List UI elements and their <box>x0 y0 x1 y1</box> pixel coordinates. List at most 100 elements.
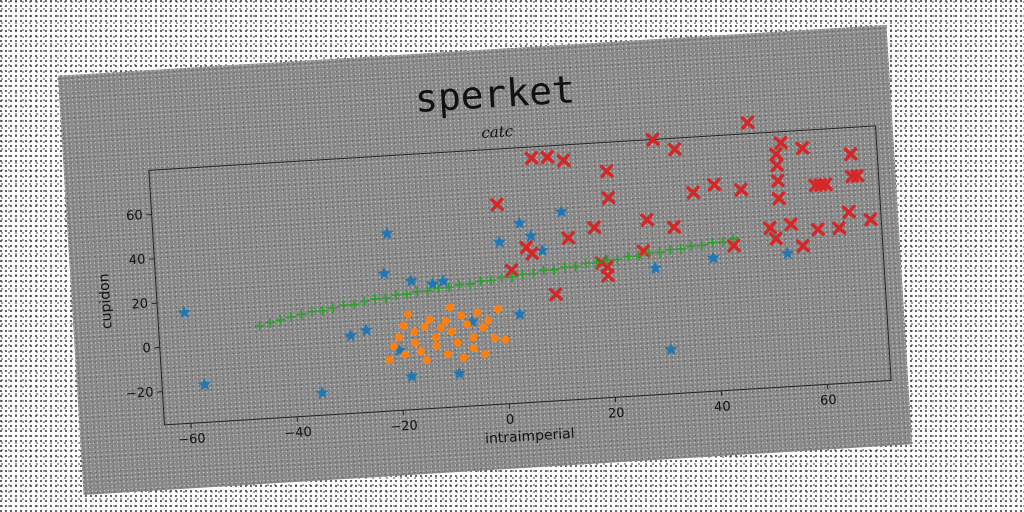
plus-point <box>254 320 265 331</box>
plus-point <box>696 240 707 251</box>
plus-point <box>264 317 276 328</box>
plus-point <box>317 305 328 316</box>
circle-point <box>459 353 468 362</box>
circle-point <box>401 350 410 359</box>
plus-point <box>570 261 581 272</box>
star-point <box>535 243 549 257</box>
star-point <box>404 273 418 287</box>
x-point <box>645 132 660 147</box>
x-point <box>740 115 755 130</box>
y-tick-label: 60 <box>126 208 143 224</box>
x-point <box>599 164 614 179</box>
circle-point <box>432 342 441 351</box>
x-point <box>733 182 749 197</box>
circle-point <box>453 338 462 347</box>
x-point <box>726 238 741 253</box>
x-point <box>600 268 615 283</box>
plus-point <box>686 240 697 252</box>
x-point <box>489 197 505 212</box>
x-tick-label: −20 <box>390 418 418 435</box>
star-point <box>648 261 662 275</box>
star-point <box>512 307 527 321</box>
x-point <box>587 220 602 235</box>
x-point <box>832 221 847 236</box>
plus-point <box>528 268 539 279</box>
star-point <box>492 235 506 249</box>
plus-point <box>675 243 686 254</box>
scatter-plot: sperket catc −60 −40 −20 0 20 40 60 −20 0 20 40 60… <box>96 67 892 448</box>
circle-point <box>484 316 493 325</box>
circle-point <box>480 350 489 359</box>
plus-point <box>464 278 475 290</box>
star-point <box>512 216 526 230</box>
star-point <box>197 377 212 391</box>
chart-subtitle: catc <box>481 122 514 142</box>
x-point <box>524 151 539 166</box>
circle-point <box>463 320 472 329</box>
plus-point <box>601 255 612 266</box>
circle-point <box>441 317 450 326</box>
star-point <box>377 266 391 280</box>
x-point <box>795 141 810 156</box>
plus-point <box>433 283 444 294</box>
plus-point <box>612 254 623 265</box>
x-point <box>524 246 540 261</box>
star-point <box>315 385 329 399</box>
figure: sperket catc −60 −40 −20 0 20 40 60 −20 0 20 40 60… <box>57 25 913 495</box>
y-axis-ticks: −20 0 20 40 60 <box>126 208 163 402</box>
plus-point <box>707 237 718 248</box>
plus-point <box>401 289 412 300</box>
circle-point <box>490 334 499 343</box>
plus-point <box>538 265 549 276</box>
x-tick-label: 60 <box>820 393 837 409</box>
x-point <box>639 212 655 227</box>
circle-point <box>422 355 431 364</box>
x-tick-label: −60 <box>178 431 206 448</box>
x-tick-label: −40 <box>284 425 312 442</box>
circle-point <box>399 321 408 330</box>
star-point <box>359 323 373 337</box>
plus-point <box>485 275 497 286</box>
plus-point <box>422 285 433 297</box>
x-point <box>548 287 563 302</box>
y-tick-label: 20 <box>131 297 148 313</box>
x-point <box>843 147 858 162</box>
plus-point <box>359 296 370 307</box>
circle-point <box>403 310 412 319</box>
star-point <box>177 305 191 319</box>
y-tick-label: 0 <box>142 341 151 356</box>
x-point <box>771 191 786 206</box>
x-point <box>768 231 784 246</box>
plus-point <box>507 271 518 283</box>
y-axis-label: cupidon <box>96 273 115 330</box>
x-point <box>667 142 682 157</box>
circle-point <box>479 323 488 332</box>
y-tick-label: 40 <box>128 252 145 268</box>
star-point <box>380 226 394 240</box>
x-point <box>556 153 571 168</box>
x-tick-label: 40 <box>714 399 731 415</box>
y-tick-label: −20 <box>126 385 154 402</box>
plus-point <box>306 306 317 317</box>
circle-point <box>425 315 434 324</box>
circle-point <box>431 333 440 342</box>
circle-point <box>501 335 510 344</box>
circle-point <box>457 311 466 320</box>
circle-point <box>469 344 478 353</box>
x-point <box>769 158 784 173</box>
x-axis-label: intraimperial <box>485 426 576 447</box>
circle-point <box>436 324 445 333</box>
x-point <box>769 147 784 162</box>
x-point <box>686 185 701 200</box>
circle-point <box>443 350 452 359</box>
plus-point <box>665 244 676 255</box>
star-point <box>425 277 440 290</box>
plus-point <box>327 302 339 313</box>
plus-point <box>380 293 391 304</box>
x-point <box>770 173 785 188</box>
x-point <box>504 263 519 278</box>
plus-point <box>517 269 528 280</box>
plus-point <box>285 312 297 323</box>
circle-point <box>416 347 425 356</box>
x-point <box>863 212 878 227</box>
